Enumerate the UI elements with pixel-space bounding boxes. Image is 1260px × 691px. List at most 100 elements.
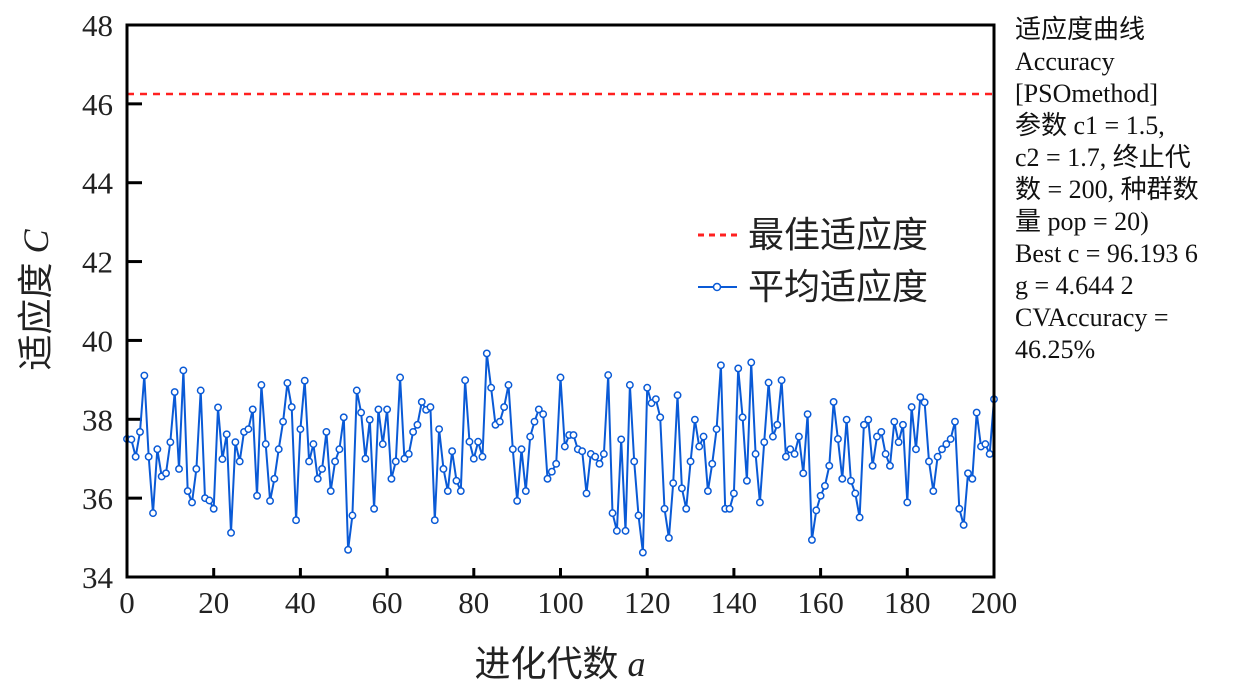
avg-fitness-point	[430, 516, 439, 525]
y-tick-label: 36	[82, 481, 113, 516]
avg-fitness-point	[755, 498, 764, 507]
avg-fitness-point	[283, 379, 292, 387]
avg-fitness-point	[873, 432, 881, 441]
avg-fitness-point	[404, 450, 413, 458]
avg-fitness-point	[578, 447, 587, 456]
avg-fitness-point	[725, 504, 734, 513]
avg-fitness-point	[409, 427, 418, 436]
avg-fitness-point	[868, 461, 877, 470]
avg-fitness-point	[651, 395, 660, 404]
avg-fitness-point	[500, 403, 509, 412]
avg-fitness-point	[435, 425, 444, 434]
avg-fitness-point	[569, 431, 578, 440]
avg-fitness-point	[383, 405, 392, 414]
avg-fitness-point	[487, 383, 496, 392]
avg-fitness-point	[664, 534, 673, 542]
avg-fitness-point	[981, 440, 990, 449]
avg-fitness-point	[244, 425, 253, 434]
legend-avg-marker	[712, 282, 722, 292]
avg-fitness-point	[166, 438, 175, 447]
avg-fitness-point	[660, 504, 669, 513]
avg-fitness-point	[972, 408, 981, 417]
avg-fitness-point	[209, 504, 218, 513]
avg-fitness-point	[391, 457, 400, 466]
avg-fitness-point	[413, 420, 422, 429]
avg-fitness-point	[361, 454, 370, 463]
avg-fitness-point	[517, 445, 526, 454]
avg-fitness-point	[162, 469, 170, 478]
avg-fitness-point	[855, 513, 864, 522]
avg-fitness-point	[786, 445, 795, 454]
avg-fitness-point	[504, 381, 513, 389]
avg-fitness-point	[556, 373, 565, 382]
avg-fitness-point	[890, 417, 899, 426]
avg-fitness-point	[521, 487, 530, 495]
avg-fitness-point	[426, 403, 435, 412]
avg-fitness-point	[456, 487, 465, 495]
avg-fitness-point	[539, 410, 548, 419]
y-tick-label: 42	[82, 245, 113, 280]
avg-fitness-point	[153, 445, 162, 454]
avg-fitness-point	[673, 391, 682, 400]
avg-fitness-point	[630, 457, 639, 466]
avg-fitness-point	[214, 403, 222, 412]
avg-fitness-point	[942, 440, 951, 449]
y-tick-label: 40	[82, 323, 113, 358]
avg-fitness-point	[235, 457, 244, 466]
avg-fitness-point	[812, 506, 821, 515]
avg-fitness-point	[482, 349, 491, 358]
avg-fitness-point	[803, 410, 812, 419]
avg-fitness-point	[677, 484, 686, 493]
x-tick-label: 200	[971, 585, 1018, 620]
avg-fitness-point	[266, 496, 275, 505]
avg-fitness-point	[474, 437, 483, 446]
avg-fitness-point	[534, 405, 543, 414]
avg-fitness-point	[144, 452, 153, 461]
avg-fitness-point	[695, 442, 704, 451]
annotation-line: 适应度曲线	[1015, 15, 1146, 44]
avg-fitness-point	[864, 415, 873, 424]
avg-fitness-point	[149, 509, 157, 518]
avg-fitness-point	[833, 435, 842, 443]
avg-fitness-point	[374, 405, 383, 414]
annotation-line: [PSOmethod]	[1015, 79, 1158, 108]
avg-fitness-point	[881, 450, 890, 458]
avg-fitness-point	[656, 413, 665, 422]
avg-fitness-point	[547, 467, 556, 476]
avg-fitness-point	[912, 445, 920, 454]
avg-fitness-point	[734, 364, 743, 373]
avg-fitness-point	[686, 457, 695, 466]
avg-fitness-point	[907, 403, 916, 412]
avg-fitness-point	[738, 413, 747, 422]
avg-fitness-point	[287, 403, 296, 412]
legend-avg-label: 平均适应度	[748, 267, 928, 307]
avg-fitness-point	[712, 425, 721, 434]
plot-frame	[125, 23, 996, 579]
y-tick-label: 46	[82, 87, 113, 122]
avg-fitness-point	[925, 457, 933, 466]
avg-fitness-point	[708, 459, 717, 468]
avg-fitness-point	[127, 435, 136, 444]
avg-fitness-point	[131, 452, 140, 461]
avg-fitness-point	[582, 489, 591, 498]
avg-fitness-point	[625, 381, 634, 389]
avg-fitness-point	[443, 487, 452, 495]
y-tick-label: 34	[82, 560, 114, 595]
avg-fitness-point	[829, 397, 838, 406]
avg-fitness-point	[136, 427, 144, 436]
annotation-line: g = 4.644 2	[1015, 271, 1134, 300]
avg-fitness-point	[851, 489, 860, 498]
x-tick-label: 40	[285, 585, 316, 620]
avg-fitness-point	[270, 474, 279, 483]
avg-fitness-point	[188, 498, 196, 507]
avg-fitness-point	[560, 442, 569, 451]
legend-best-label: 最佳适应度	[748, 215, 928, 255]
x-tick-label: 120	[624, 585, 671, 620]
avg-fitness-point	[227, 528, 235, 537]
avg-fitness-point	[439, 465, 448, 473]
avg-fitness-point	[478, 452, 487, 461]
avg-fitness-point	[274, 445, 283, 454]
avg-fitness-point	[699, 432, 708, 441]
avg-fitness-point	[508, 445, 517, 454]
